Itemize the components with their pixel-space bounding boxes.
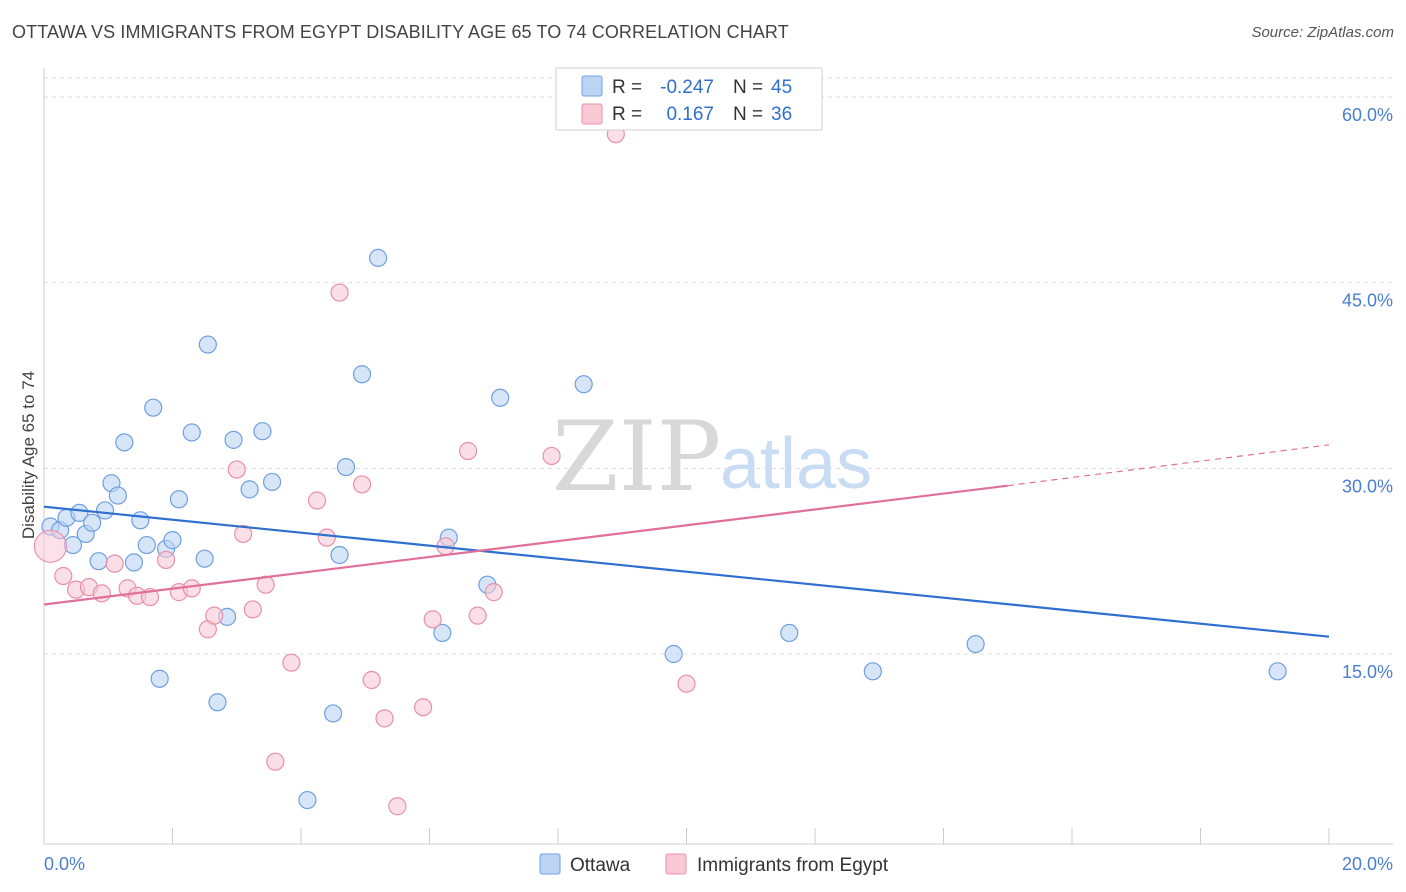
egypt-points [33,125,696,816]
egypt-point-20 [307,491,327,510]
egypt-point-5 [105,554,124,573]
stats-legend: R = -0.247 N = 45 R = 0.167 N = 36 [555,67,823,131]
egypt-point-23 [352,475,372,494]
egypt-point-11 [182,579,201,598]
ottawa-point-10 [108,486,127,505]
ottawa-point-7 [89,552,108,571]
egypt-point-4 [92,584,111,603]
ottawa-point-29 [298,790,317,810]
bottom-legend-label-ottawa: Ottawa [570,855,631,876]
legend-n-value-egypt: 36 [771,104,792,125]
ottawa-point-22 [198,335,217,354]
ottawa-point-18 [163,531,182,550]
egypt-point-33 [542,446,561,466]
egypt-point-28 [423,610,442,629]
ottawa-point-20 [182,423,201,442]
bottom-legend-label-egypt: Immigrants from Egypt [697,855,889,876]
ottawa-point-38 [491,388,510,407]
bottom-legend-swatch-egypt [665,853,687,875]
egypt-point-30 [458,441,478,461]
egypt-point-18 [266,752,285,771]
egypt-point-32 [484,583,503,602]
ottawa-point-21 [195,549,214,568]
watermark-zip: ZIP [552,401,721,513]
ottawa-point-34 [369,248,388,268]
egypt-trend-line [43,484,1008,606]
x-tick-label-min: 0.0% [44,854,85,874]
egypt-point-15 [234,524,253,544]
ottawa-point-11 [115,433,134,452]
ottawa-point-6 [83,513,102,532]
egypt-point-31 [468,606,487,625]
egypt-point-0 [33,529,68,563]
ottawa-point-13 [131,511,150,530]
ottawa-point-43 [966,634,985,654]
egypt-point-25 [375,709,394,728]
grid-lines [44,77,1393,655]
ottawa-point-23 [208,693,227,712]
egypt-trend-line-extension [1007,444,1330,487]
legend-n-label-ottawa: N = [733,77,763,98]
legend-r-value-egypt: 0.167 [666,104,714,125]
legend-r-value-ottawa: -0.247 [660,77,714,98]
egypt-point-14 [227,460,246,479]
ottawa-trend-line [43,505,1330,638]
legend-r-label-ottawa: R = [612,77,642,98]
x-tick-label-max: 20.0% [1342,854,1393,874]
egypt-point-27 [413,698,433,717]
egypt-point-16 [243,600,262,619]
ottawa-point-28 [262,472,282,492]
egypt-point-22 [330,283,349,302]
trend-lines [43,444,1330,638]
watermark-atlas: atlas [720,424,872,504]
ottawa-point-44 [1268,662,1287,681]
y-tick-label-15: 15.0% [1342,662,1393,682]
ottawa-point-32 [336,457,356,477]
ottawa-point-31 [330,545,349,565]
ottawa-point-15 [144,398,163,417]
egypt-point-9 [156,550,176,570]
chart-title: OTTAWA VS IMMIGRANTS FROM EGYPT DISABILI… [12,22,789,42]
ottawa-point-12 [124,553,144,572]
legend-n-label-egypt: N = [733,104,763,125]
ottawa-point-39 [574,375,593,394]
legend-r-label-egypt: R = [612,104,642,125]
legend-swatch-egypt [581,103,603,125]
legend-n-value-ottawa: 45 [771,77,792,98]
ottawa-point-8 [95,501,115,520]
legend-swatch-ottawa [581,75,603,97]
y-tick-label-60: 60.0% [1342,105,1393,125]
ottawa-point-30 [324,704,343,723]
y-tick-labels: 15.0% 30.0% 45.0% 60.0% [1342,105,1393,682]
egypt-point-34 [677,674,696,693]
y-tick-label-30: 30.0% [1342,476,1393,496]
ottawa-point-35 [433,623,452,643]
ottawa-points [41,248,1287,810]
ottawa-point-19 [169,490,189,509]
axes [43,68,1393,845]
ottawa-point-42 [863,662,882,681]
ottawa-point-33 [352,365,372,384]
ottawa-point-41 [780,623,799,643]
egypt-point-24 [362,670,381,690]
egypt-point-21 [317,528,336,547]
series-legend: Ottawa Immigrants from Egypt [539,853,889,876]
y-tick-label-45: 45.0% [1342,291,1393,311]
bottom-legend-swatch-ottawa [539,853,561,875]
egypt-point-19 [282,653,301,672]
ottawa-point-27 [253,422,272,441]
egypt-point-13 [205,606,224,625]
ottawa-point-40 [664,644,683,664]
egypt-point-1 [54,566,73,586]
ottawa-point-26 [240,480,259,499]
ottawa-point-25 [224,430,243,449]
source-label: Source: ZipAtlas.com [1251,24,1394,41]
ottawa-point-4 [70,503,89,522]
ottawa-point-14 [137,535,156,555]
y-axis-label: Disability Age 65 to 74 [19,371,38,539]
egypt-point-26 [388,797,407,816]
ottawa-point-16 [150,669,169,688]
